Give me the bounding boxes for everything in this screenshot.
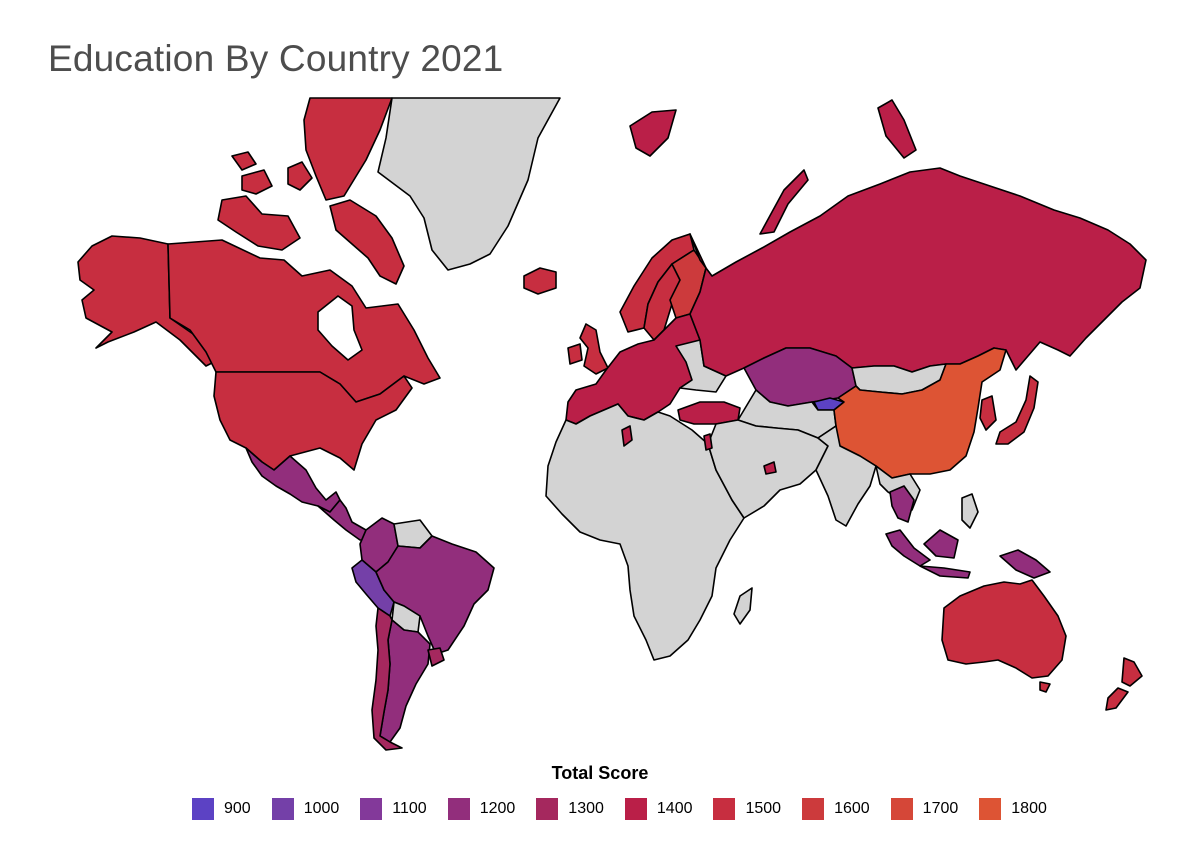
region-arctic-islands-4 xyxy=(241,169,273,195)
legend-item: 1500 xyxy=(713,798,781,820)
legend-label: 1000 xyxy=(303,800,340,817)
legend-swatch xyxy=(979,798,1002,820)
region-israel xyxy=(703,433,713,451)
region-alaska xyxy=(77,235,215,367)
region-indonesia xyxy=(885,529,931,567)
legend-item: 1100 xyxy=(360,798,427,820)
region-russia xyxy=(689,167,1147,377)
region-ireland xyxy=(567,343,583,365)
legend-item: 1700 xyxy=(890,798,959,820)
region-arctic-islands-5 xyxy=(287,161,313,191)
legend-label: 1600 xyxy=(834,800,870,817)
region-arctic-islands-6 xyxy=(231,151,257,171)
legend-swatch xyxy=(192,798,214,820)
region-indonesia-2 xyxy=(923,529,959,559)
region-uae xyxy=(763,461,777,475)
region-iceland xyxy=(523,267,557,295)
legend-label: 1500 xyxy=(745,800,782,817)
region-arctic-islands-2 xyxy=(217,195,301,251)
region-thailand xyxy=(889,485,915,523)
region-philippines xyxy=(961,493,979,529)
region-canada xyxy=(167,239,441,403)
region-uruguay xyxy=(427,647,445,667)
region-novaya-zemlya xyxy=(759,169,809,235)
region-greenland xyxy=(377,97,561,271)
region-australia xyxy=(941,579,1067,679)
region-madagascar xyxy=(733,587,753,625)
region-chile xyxy=(371,607,403,751)
region-korea xyxy=(979,395,997,431)
region-arctic-islands-3 xyxy=(329,199,405,285)
legend: 900 1000 1100 1200 1300 1400 1500 1600 1700 1800 xyxy=(192,798,1068,820)
legend-label: 900 xyxy=(224,800,251,817)
region-new-zealand xyxy=(1121,657,1143,687)
region-arctic-islands xyxy=(303,97,393,201)
region-united-states xyxy=(213,371,413,471)
legend-label: 1300 xyxy=(568,800,604,817)
legend-label: 1700 xyxy=(922,800,959,817)
legend-item: 1300 xyxy=(536,798,604,820)
legend-swatch xyxy=(713,798,736,820)
region-africa xyxy=(545,403,745,661)
region-tunisia xyxy=(621,425,633,447)
legend-title: Total Score xyxy=(551,763,649,783)
legend-swatch xyxy=(802,798,825,820)
legend-swatch xyxy=(360,798,383,820)
legend-swatch xyxy=(536,798,559,820)
legend-item: 1800 xyxy=(979,798,1047,820)
region-uk xyxy=(579,323,609,375)
legend-item: 1000 xyxy=(271,798,340,820)
region-indonesia-3 xyxy=(919,565,971,579)
region-papua xyxy=(999,549,1051,579)
region-japan xyxy=(995,375,1039,445)
legend-label: 1800 xyxy=(1011,800,1047,817)
legend-item: 1200 xyxy=(447,798,516,820)
legend-item: 1400 xyxy=(624,798,693,820)
legend-item: 900 xyxy=(192,798,251,820)
legend-label: 1200 xyxy=(479,800,516,817)
hudson-bay xyxy=(317,295,363,361)
legend-swatch xyxy=(890,798,913,820)
legend-label: 1400 xyxy=(656,800,693,817)
region-svalbard xyxy=(629,109,677,157)
region-franz-josef xyxy=(877,99,917,159)
region-tasmania xyxy=(1039,681,1051,693)
legend-swatch xyxy=(447,798,470,820)
map-title: Education By Country 2021 xyxy=(48,38,504,79)
region-peru xyxy=(351,559,395,617)
legend-swatch xyxy=(624,798,647,820)
legend-swatch xyxy=(271,798,294,820)
region-india xyxy=(815,425,877,527)
legend-label: 1100 xyxy=(392,800,427,817)
region-new-zealand-2 xyxy=(1105,687,1129,711)
legend-item: 1600 xyxy=(802,798,870,820)
